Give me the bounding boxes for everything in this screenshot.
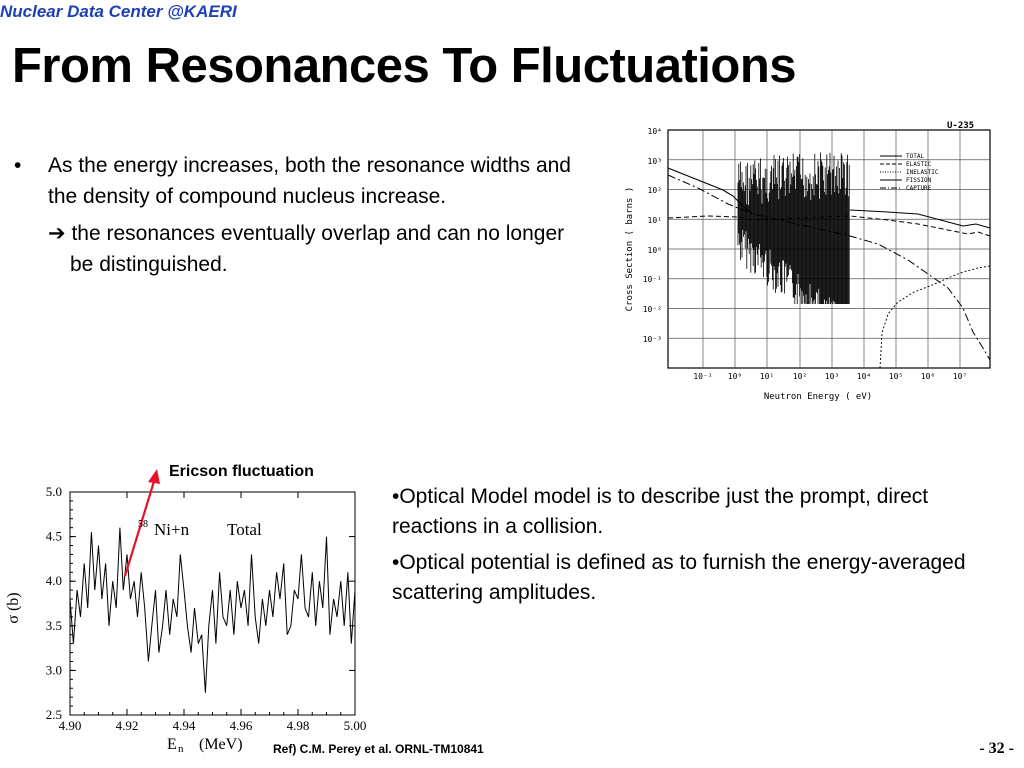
annotation-arrowhead-icon (148, 469, 160, 484)
bullet-item: • As the energy increases, both the reso… (12, 150, 582, 212)
optical-model-text: •Optical Model model is to describe just… (392, 482, 1002, 614)
u235-y-tick: 10³ (648, 157, 662, 166)
u235-legend: TOTAL ELASTIC INELASTIC FISSION CAPTURE (880, 153, 939, 192)
u235-elastic-curve (667, 215, 991, 237)
ni58-label: Ni+n (154, 520, 190, 539)
ericson-annotation: Ericson fluctuation (169, 463, 314, 480)
u235-inelastic-curve (879, 265, 991, 369)
u235-y-tick: 10² (648, 186, 662, 195)
resonance-bullets: • As the energy increases, both the reso… (12, 150, 582, 280)
x-tick-label: 4.96 (230, 718, 253, 733)
ni58-total-label: Total (227, 520, 262, 539)
slide-title: From Resonances To Fluctuations (12, 39, 797, 93)
u235-x-tick: 10³ (825, 372, 839, 381)
x-axis-label-unit: (MeV) (199, 736, 243, 753)
x-tick-label: 5.00 (344, 718, 367, 733)
u235-legend-fission: FISSION (906, 177, 932, 184)
reference-note: Ref) C.M. Perey et al. ORNL-TM10841 (273, 742, 484, 756)
ni58-plot-area: 4.90 4.92 4.94 4.96 4.98 5.00 5.0 4.5 4.0 3.5 3.0 2… (46, 484, 367, 733)
u235-x-tick: 10⁷ (953, 372, 967, 381)
u235-x-tick: 10⁶ (921, 372, 935, 381)
optical-paragraph-1: •Optical Model model is to describe just… (392, 485, 929, 538)
optical-paragraph-2: •Optical potential is defined as to furn… (392, 551, 966, 604)
u235-legend-capture: CAPTURE (906, 185, 932, 192)
y-tick-label: 4.5 (46, 529, 62, 544)
u235-y-axis-label: Cross Section ( barns ) (625, 187, 635, 312)
x-axis-label-sub: n (178, 743, 184, 755)
x-tick-label: 4.92 (116, 718, 139, 733)
u235-x-ticks: 10⁻¹ 10⁰ 10¹ 10² 10³ 10⁴ 10⁵ 10⁶ 10⁷ (693, 372, 967, 381)
sub-bullet-item: ➔ the resonances eventually overlap and … (12, 218, 582, 280)
y-tick-label: 2.5 (46, 707, 62, 722)
u235-x-axis-label: Neutron Energy ( eV) (764, 392, 872, 402)
y-tick-label: 4.0 (46, 573, 62, 588)
y-tick-label: 3.0 (46, 662, 62, 677)
u235-y-tick: 10⁰ (648, 246, 662, 255)
u235-label: U-235 (947, 121, 974, 131)
u235-y-tick: 10⁻² (643, 305, 662, 314)
u235-total-high-curve (849, 209, 991, 229)
u235-y-tick: 10⁻³ (643, 335, 662, 344)
y-tick-label: 5.0 (46, 484, 62, 499)
y-tick-label: 3.5 (46, 618, 62, 633)
series-line-total (69, 527, 356, 693)
u235-x-tick: 10⁴ (857, 372, 871, 381)
u235-x-tick: 10⁻¹ (693, 372, 712, 381)
u235-y-tick: 10¹ (648, 216, 662, 225)
u235-x-tick: 10⁰ (728, 372, 742, 381)
x-axis-label-main: E (167, 736, 177, 753)
u235-y-tick: 10⁻¹ (643, 275, 662, 284)
bullet-text: As the energy increases, both the resona… (48, 154, 571, 208)
bullet-dot: • (14, 154, 22, 177)
u235-x-tick: 10¹ (760, 372, 774, 381)
u235-y-ticks: 10⁴ 10³ 10² 10¹ 10⁰ 10⁻¹ 10⁻² 10⁻³ (643, 127, 662, 344)
u235-legend-elastic: ELASTIC (906, 161, 932, 168)
arrow-icon: ➔ (48, 222, 66, 245)
sub-bullet-text: the resonances eventually overlap and ca… (70, 222, 565, 276)
u235-cross-section-figure: TOTAL ELASTIC INELASTIC FISSION CAPTURE … (618, 118, 998, 408)
x-tick-label: 4.98 (287, 718, 310, 733)
x-tick-label: 4.90 (59, 718, 82, 733)
x-tick-label: 4.94 (173, 718, 196, 733)
y-axis-label: σ (b) (5, 592, 22, 623)
u235-resonance-region (737, 152, 850, 304)
plot-frame (69, 491, 356, 716)
u235-x-tick: 10² (793, 372, 807, 381)
u235-x-tick: 10⁵ (889, 372, 903, 381)
ni58-label-sup: 58 (138, 519, 148, 530)
u235-y-tick: 10⁴ (648, 127, 662, 136)
u235-chart-svg: TOTAL ELASTIC INELASTIC FISSION CAPTURE … (625, 121, 991, 402)
page-number: - 32 - (979, 740, 1014, 757)
annotation-arrow-line (123, 477, 157, 577)
u235-legend-inelastic: INELASTIC (906, 169, 939, 176)
sub-bullet-line: ➔ the resonances eventually overlap and … (48, 218, 582, 280)
u235-capture-curve (667, 174, 991, 361)
u235-legend-total: TOTAL (906, 153, 924, 160)
header-logo-text: Nuclear Data Center @KAERI (0, 2, 237, 21)
